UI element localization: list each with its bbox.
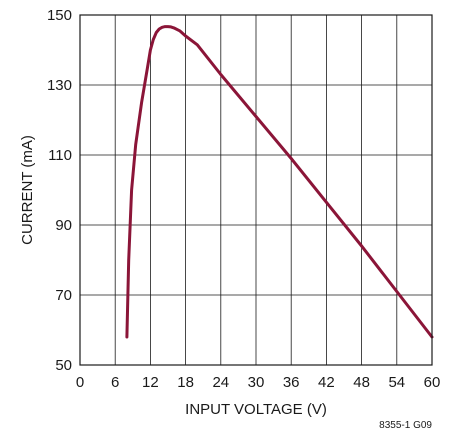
figure-code: 8355-1 G09 (379, 420, 432, 431)
x-tick-label: 6 (111, 374, 119, 391)
y-tick-label: 90 (55, 217, 72, 234)
grid-lines (80, 15, 432, 365)
y-tick-label: 110 (48, 147, 72, 164)
x-tick-label: 54 (388, 374, 405, 391)
y-tick-labels: 50 70 90 110 130 150 (47, 7, 72, 374)
x-tick-label: 42 (318, 374, 335, 391)
series-layer (125, 25, 434, 339)
y-tick-label: 70 (55, 287, 72, 304)
x-tick-label: 36 (283, 374, 300, 391)
x-tick-label: 24 (212, 374, 229, 391)
current-curve-line (125, 25, 434, 339)
x-axis-title: INPUT VOLTAGE (V) (185, 401, 327, 418)
y-tick-label: 130 (47, 77, 72, 94)
x-tick-label: 12 (142, 374, 159, 391)
x-tick-label: 0 (76, 374, 84, 391)
x-tick-labels: 0 6 12 18 24 30 36 42 48 54 60 (76, 374, 441, 391)
y-tick-label: 150 (47, 7, 72, 24)
x-tick-label: 60 (424, 374, 441, 391)
plot-frame (79, 14, 433, 366)
x-tick-label: 30 (248, 374, 265, 391)
y-axis-title: CURRENT (mA) (19, 135, 36, 245)
y-tick-label: 50 (55, 357, 72, 374)
x-tick-label: 48 (353, 374, 370, 391)
x-tick-label: 18 (177, 374, 194, 391)
